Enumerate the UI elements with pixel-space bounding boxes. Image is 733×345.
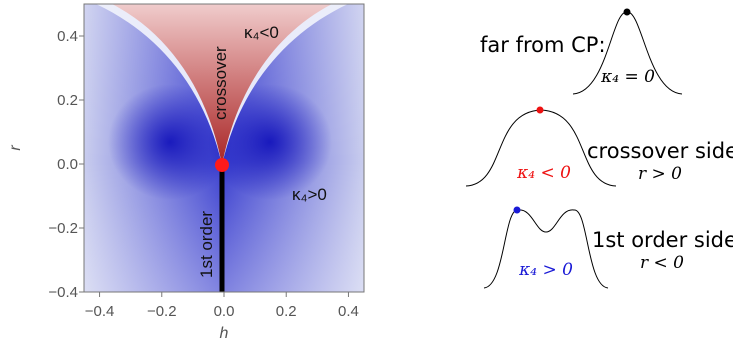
crossover-condition: r > 0	[638, 164, 682, 184]
first-order-curve	[483, 209, 609, 289]
crossover-peak-dot	[536, 106, 544, 114]
x-tick-label: −0.4	[85, 303, 115, 320]
critical-point	[215, 158, 229, 172]
schematic-far: far from CP: κ₄ = 0	[480, 8, 683, 95]
far-kappa-label: κ₄ = 0	[600, 67, 655, 87]
x-tick-label: 0.0	[214, 303, 235, 320]
far-peak-dot	[623, 8, 631, 16]
first-order-title: 1st order side	[592, 228, 733, 252]
crossover-kappa-label: κ₄ < 0	[516, 163, 571, 183]
negative-region	[112, 4, 332, 165]
schematic-crossover: κ₄ < 0 crossover side r > 0	[465, 106, 733, 187]
y-tick-label: 0.0	[57, 156, 78, 173]
x-tick-label: 0.4	[338, 303, 359, 320]
y-axis-label: r	[7, 145, 24, 151]
y-axis-ticks: −0.4 −0.2 0.0 0.2 0.4	[48, 28, 84, 301]
first-order-condition: r < 0	[640, 253, 684, 273]
x-axis-label: h	[220, 325, 229, 342]
y-tick-label: 0.2	[57, 92, 78, 109]
y-tick-label: −0.2	[48, 220, 78, 237]
far-title: far from CP:	[480, 33, 606, 57]
x-tick-label: 0.2	[276, 303, 297, 320]
x-tick-label: −0.2	[147, 303, 177, 320]
crossover-label: crossover	[211, 46, 230, 120]
kappa-negative-label: κ₄<0	[244, 23, 279, 42]
first-order-label: 1st order	[197, 211, 216, 278]
schematic-first-order: κ₄ > 0 1st order side r < 0	[483, 206, 733, 289]
kappa-positive-label: κ₄>0	[292, 185, 327, 204]
x-axis-ticks: −0.4 −0.2 0.0 0.2 0.4	[85, 292, 359, 320]
crossover-title: crossover side	[587, 139, 733, 163]
blue-lobe-left	[108, 84, 232, 200]
first-order-peak-dot	[513, 206, 521, 214]
heatmap-plot	[84, 4, 364, 292]
y-tick-label: 0.4	[57, 28, 78, 45]
first-order-kappa-label: κ₄ > 0	[518, 260, 573, 280]
y-tick-label: −0.4	[48, 284, 78, 301]
